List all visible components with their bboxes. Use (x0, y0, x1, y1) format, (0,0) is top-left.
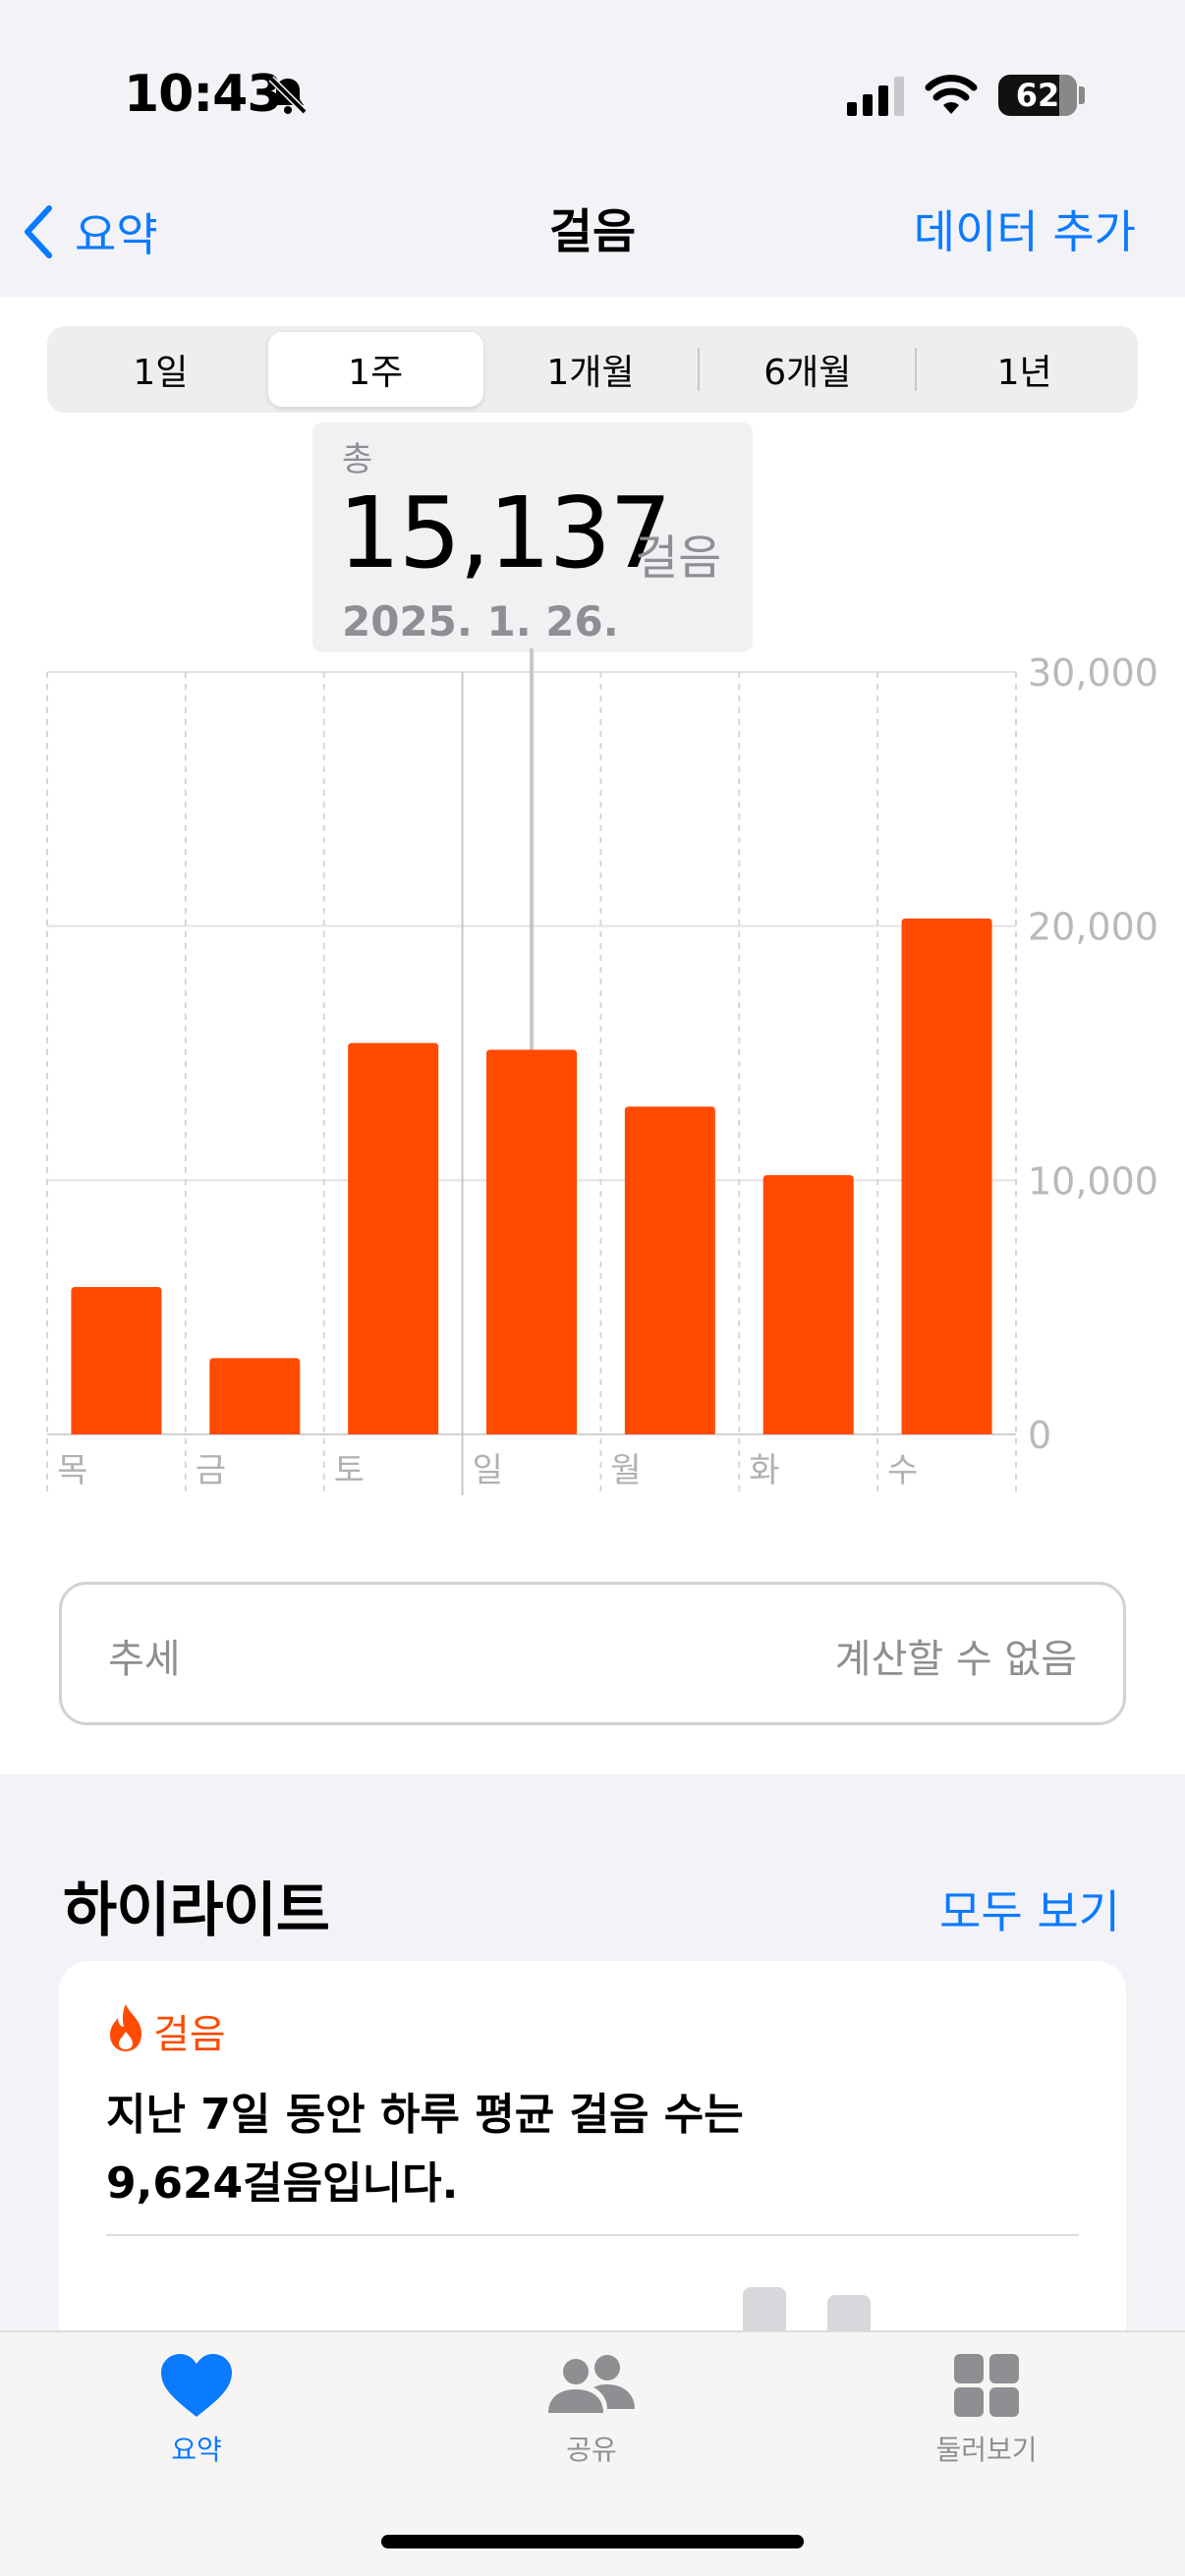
y-tick-label: 30,000 (1028, 651, 1158, 695)
x-tick-label: 토 (334, 1451, 365, 1490)
x-tick-label: 수 (887, 1451, 918, 1490)
segment-1-week[interactable]: 1주 (268, 332, 483, 407)
people-icon (544, 2352, 639, 2419)
grid-icon (952, 2352, 1021, 2419)
callout-date: 2025. 1. 26. (342, 597, 619, 645)
callout-label: 총 (342, 432, 372, 480)
x-tick-label: 금 (196, 1451, 226, 1490)
highlights-title: 하이라이트 (63, 1863, 329, 1948)
x-tick-label: 목 (57, 1451, 87, 1490)
highlight-category: 걸음 (153, 2002, 226, 2059)
add-data-button[interactable]: 데이터 추가 (914, 193, 1136, 271)
see-all-button[interactable]: 모두 보기 (939, 1876, 1120, 1941)
tab-browse[interactable]: 둘러보기 (888, 2352, 1085, 2468)
bar-6 (902, 919, 992, 1434)
tab-browse-label: 둘러보기 (935, 2429, 1037, 2468)
highlight-divider (106, 2234, 1079, 2236)
flame-icon (106, 2002, 145, 2053)
status-time: 10:43 (124, 65, 282, 124)
callout-unit: 걸음 (635, 519, 721, 588)
y-tick-label: 20,000 (1028, 906, 1158, 949)
bell-slash-icon (265, 73, 310, 118)
trend-label: 추세 (108, 1627, 181, 1684)
range-segmented-control: 1일 1주 1개월 6개월 1년 (47, 326, 1138, 413)
battery-indicator: 62 (998, 75, 1077, 116)
x-tick-label: 일 (473, 1451, 503, 1490)
x-tick-label: 월 (610, 1451, 641, 1490)
signal-icon (847, 77, 908, 116)
tab-sharing[interactable]: 공유 (493, 2352, 690, 2468)
bar-1 (209, 1358, 300, 1434)
bar-2 (348, 1043, 438, 1434)
steps-bar-chart[interactable]: 30,000 20,000 10,000 0 목 금 토 일 월 화 수 (0, 648, 1185, 1513)
highlight-text: 지난 7일 동안 하루 평균 걸음 수는 9,624걸음입니다. (106, 2081, 990, 2218)
tab-sharing-label: 공유 (566, 2429, 617, 2468)
x-tick-label: 화 (749, 1451, 779, 1490)
battery-level: 62 (1016, 77, 1060, 114)
bar-4 (625, 1106, 715, 1434)
home-indicator (381, 2535, 804, 2548)
trend-value: 계산할 수 없음 (835, 1627, 1077, 1684)
y-tick-label: 10,000 (1028, 1159, 1158, 1203)
segment-1-month[interactable]: 1개월 (483, 332, 699, 407)
bar-5 (763, 1175, 854, 1434)
heart-icon (157, 2352, 236, 2419)
tab-summary[interactable]: 요약 (98, 2352, 295, 2468)
wifi-icon (924, 73, 979, 116)
bar-0 (71, 1287, 161, 1434)
segment-1-year[interactable]: 1년 (917, 332, 1132, 407)
y-tick-label: 0 (1028, 1414, 1051, 1457)
battery-cap (1079, 86, 1085, 104)
segment-6-months[interactable]: 6개월 (700, 332, 915, 407)
tab-summary-label: 요약 (171, 2429, 222, 2468)
bar-3 (486, 1049, 577, 1434)
callout-value: 15,137 (338, 476, 670, 590)
segment-1-day[interactable]: 1일 (53, 332, 268, 407)
